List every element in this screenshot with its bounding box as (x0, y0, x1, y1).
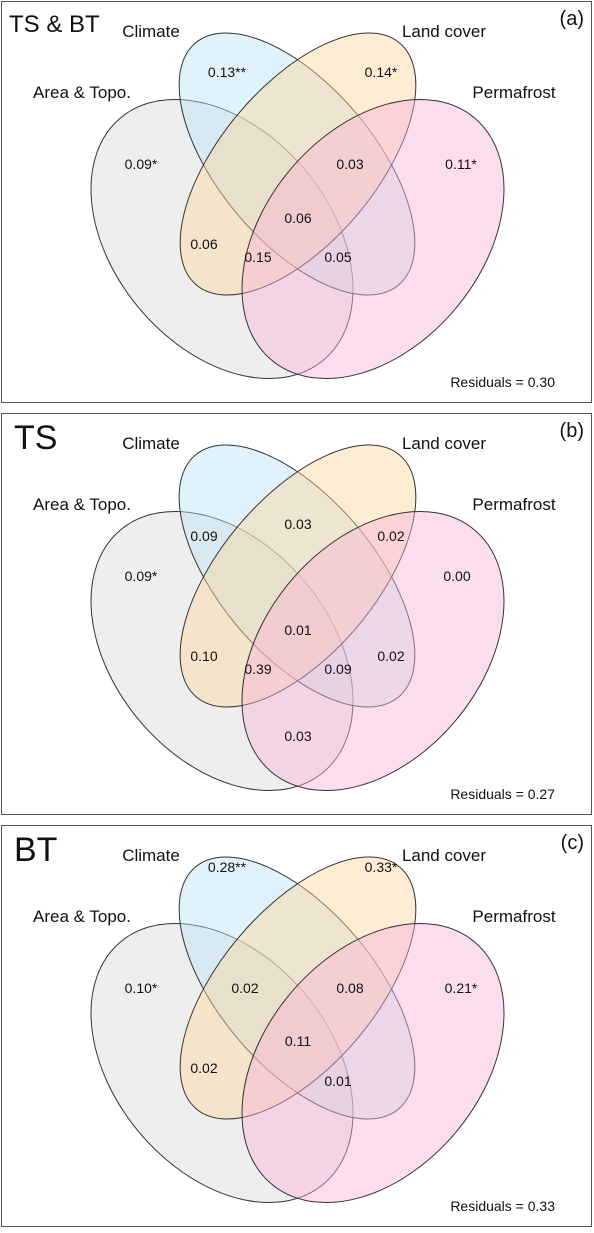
value-permafrost-only: 0.21* (444, 980, 478, 996)
permafrost-ellipse (241, 98, 505, 380)
climate-ellipse (178, 856, 416, 1120)
value-area-land-cover-permafrost: 0.15 (244, 249, 272, 265)
venn-panel-b: TS (b) Climate Land cover Area & Topo. P… (1, 413, 592, 815)
value-land-cover-only: 0.14* (364, 64, 398, 80)
value-all: 0.11 (284, 1033, 312, 1049)
value-climate-permafrost: 0.01 (324, 1073, 352, 1089)
climate-ellipse (178, 444, 416, 708)
value-area-only: 0.09* (124, 156, 158, 172)
area-topo-ellipse (90, 510, 354, 792)
set-label-land-cover: Land cover (401, 22, 487, 41)
permafrost-ellipse (241, 922, 505, 1204)
set-label-climate: Climate (122, 434, 180, 453)
value-climate-land-cover: 0.03 (284, 516, 312, 532)
value-land-cover-only: 0.33* (364, 859, 398, 875)
set-label-land-cover: Land cover (401, 434, 487, 453)
panel-title: BT (14, 831, 58, 869)
area-topo-ellipse (90, 922, 354, 1204)
set-label-climate: Climate (122, 22, 180, 41)
set-label-permafrost: Permafrost (472, 83, 556, 102)
value-climate-only: 0.13** (207, 64, 247, 80)
area-topo-ellipse (90, 98, 354, 380)
value-area-land-cover: 0.06 (190, 236, 218, 252)
residuals: Residuals = 0.30 (450, 374, 555, 390)
value-all: 0.01 (284, 622, 312, 638)
venn-diagram-a (90, 32, 505, 380)
climate-ellipse (178, 32, 416, 296)
set-label-permafrost: Permafrost (472, 495, 556, 514)
set-label-area-topo: Area & Topo. (33, 907, 131, 926)
value-land-cover-permafrost: 0.03 (336, 156, 364, 172)
value-area-land-cover: 0.10 (190, 648, 218, 664)
panel-tag: (c) (560, 832, 584, 854)
venn-diagram-c (90, 856, 505, 1204)
value-climate-permafrost: 0.02 (377, 648, 405, 664)
land-cover-ellipse (179, 856, 417, 1120)
value-area-only: 0.09* (124, 568, 158, 584)
value-climate-only: 0.28** (207, 859, 247, 875)
set-label-land-cover: Land cover (401, 846, 487, 865)
value-area-land-cover-permafrost: 0.39 (244, 661, 272, 677)
value-area-only: 0.10* (124, 980, 158, 996)
value-area-land-cover: 0.02 (190, 1060, 218, 1076)
venn-diagram-b (90, 444, 505, 792)
value-all: 0.06 (284, 210, 312, 226)
value-climate-permafrost: 0.05 (324, 249, 352, 265)
set-label-area-topo: Area & Topo. (33, 495, 131, 514)
value-permafrost-only: 0.11* (445, 156, 477, 172)
set-label-climate: Climate (122, 846, 180, 865)
land-cover-ellipse (179, 32, 417, 296)
value-land-cover-permafrost: 0.02 (377, 528, 405, 544)
set-label-permafrost: Permafrost (472, 907, 556, 926)
residuals: Residuals = 0.33 (450, 1198, 555, 1214)
panel-tag: (a) (559, 8, 584, 30)
value-climate-land-cover-permafrost: 0.09 (324, 661, 352, 677)
venn-panel-c: BT (c) Climate Land cover Area & Topo. P… (1, 825, 592, 1227)
set-label-area-topo: Area & Topo. (33, 83, 131, 102)
panel-title: TS & BT (9, 11, 100, 38)
venn-panel-a: TS & BT (a) Climate Land cover Area & To… (1, 1, 592, 403)
residuals: Residuals = 0.27 (450, 786, 555, 802)
panel-tag: (b) (559, 420, 584, 442)
panel-title: TS (14, 419, 58, 457)
value-permafrost-only: 0.00 (443, 568, 471, 584)
value-area-climate: 0.02 (231, 980, 259, 996)
value-land-cover-permafrost: 0.08 (336, 980, 364, 996)
value-area-climate: 0.09 (190, 528, 218, 544)
value-area-permafrost: 0.03 (284, 728, 312, 744)
land-cover-ellipse (179, 444, 417, 708)
permafrost-ellipse (241, 510, 505, 792)
